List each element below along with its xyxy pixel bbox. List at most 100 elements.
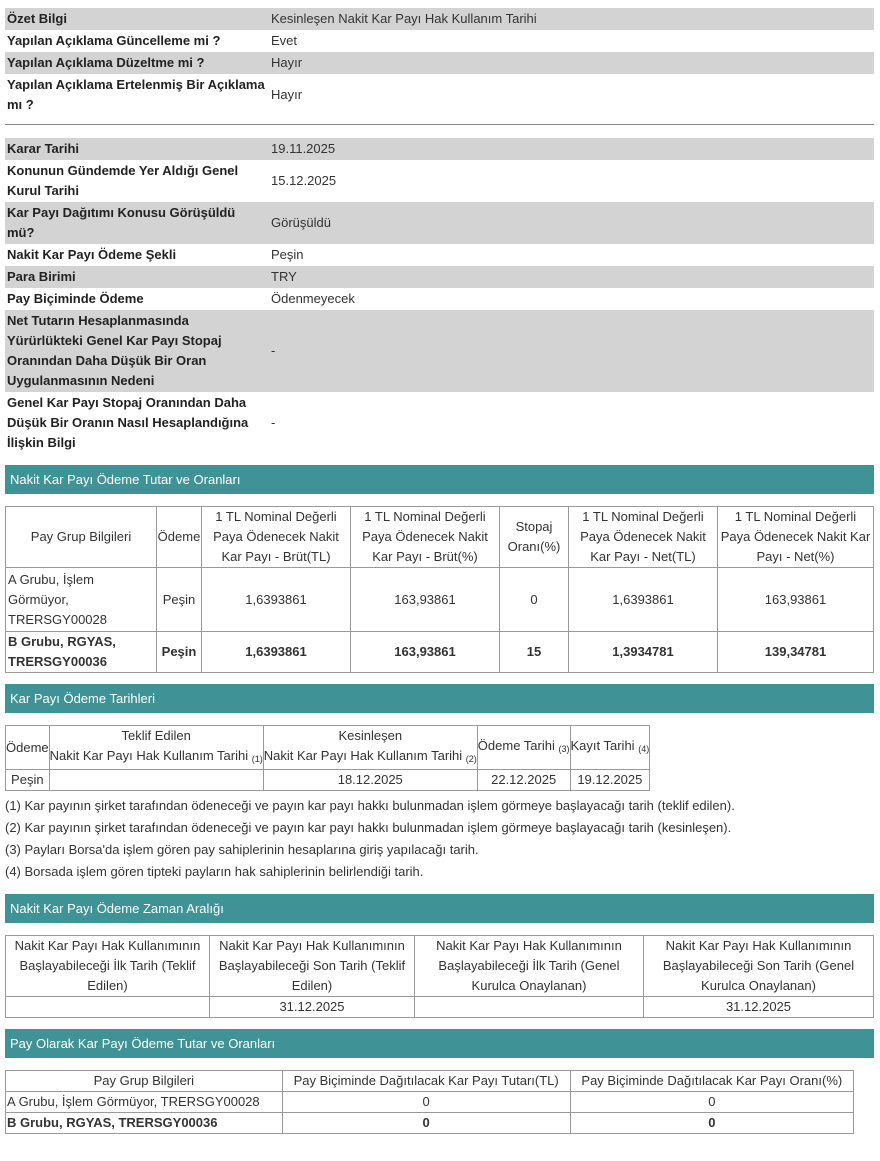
cell: Peşin [156,631,202,673]
table-row: Peşin 18.12.2025 22.12.2025 19.12.2025 [5,769,651,791]
header-cell: Kesinleşen Nakit Kar Payı Hak Kullanım Ta… [262,725,478,770]
summary-row: Yapılan Açıklama Güncelleme mi ? Evet [5,30,874,52]
table-row: B Grubu, RGYAS, TRERSGY00036 0 0 [5,1112,855,1134]
header-cell: Pay Biçiminde Dağıtılacak Kar Payı Tutar… [281,1070,571,1092]
header-cell: Nakit Kar Payı Hak Kullanımının Başlayab… [414,935,644,997]
header-cell: Pay Grup Bilgileri [5,506,157,568]
detail-row: Nakit Kar Payı Ödeme Şekli Peşin [5,244,874,266]
header-line: Kesinleşen [338,728,403,743]
value: Görüşüldü [267,202,874,244]
section-header-cash-dividend: Nakit Kar Payı Ödeme Tutar ve Oranları [5,465,874,494]
cell: 0 [499,567,569,632]
summary-table: Özet Bilgi Kesinleşen Nakit Kar Payı Hak … [5,8,874,116]
footnote: (2) Kar payının şirket tarafından ödenec… [5,820,732,835]
header-cell: Ödeme Tarihi (3) [476,725,571,770]
table-header-row: Pay Grup Bilgileri Pay Biçiminde Dağıtıl… [5,1070,855,1092]
cell: B Grubu, RGYAS, TRERSGY00036 [5,631,157,673]
header-cell: Nakit Kar Payı Hak Kullanımının Başlayab… [643,935,874,997]
value: Kesinleşen Nakit Kar Payı Hak Kullanım T… [267,8,874,30]
label: Karar Tarihi [5,138,267,160]
cell: 1,6393861 [201,631,351,673]
table-row: 31.12.2025 31.12.2025 [5,996,874,1018]
label: Kar Payı Dağıtımı Konusu Görüşüldü mü? [5,202,267,244]
value: 19.11.2025 [267,138,874,160]
header-cell: 1 TL Nominal Değerli Paya Ödenecek Nakit… [717,506,874,568]
footnote: (1) Kar payının şirket tarafından ödenec… [5,798,735,813]
summary-row: Yapılan Açıklama Düzeltme mi ? Hayır [5,52,874,74]
value: Evet [271,33,298,48]
detail-row: Karar Tarihi 19.11.2025 [5,138,874,160]
cell: 18.12.2025 [262,769,478,791]
header-line: Teklif Edilen [121,728,191,743]
table-row: A Grubu, İşlem Görmüyor, TRERSGY00028 0 0 [5,1091,855,1113]
footnote: (4) Borsada işlem gören tipteki payların… [5,864,424,879]
header-cell: Nakit Kar Payı Hak Kullanımının Başlayab… [209,935,415,997]
footnote-ref: (4) [638,744,650,754]
detail-row: Genel Kar Payı Stopaj Oranından Daha Düş… [5,392,874,454]
table-header-row: Pay Grup Bilgileri Ödeme 1 TL Nominal De… [5,506,874,568]
label: Yapılan Açıklama Düzeltme mi ? [5,52,267,74]
label: Yapılan Açıklama Ertelenmiş Bir Açıklama… [7,77,265,112]
cell: 0 [569,1091,855,1113]
value: Ödenmeyecek [271,291,355,306]
label: Pay Biçiminde Ödeme [7,291,144,306]
header-cell: 1 TL Nominal Değerli Paya Ödenecek Nakit… [568,506,718,568]
cell: Peşin [5,769,50,791]
label: Yapılan Açıklama Güncelleme mi ? [7,33,221,48]
cell [414,996,644,1018]
label: Genel Kar Payı Stopaj Oranından Daha Düş… [7,395,249,450]
table-header-row: Ödeme Teklif Edilen Nakit Kar Payı Hak Ku… [5,725,651,770]
value: Hayır [271,87,303,102]
section-header-time-range: Nakit Kar Payı Ödeme Zaman Aralığı [5,894,874,923]
value: Peşin [271,247,304,262]
disclosure-page: Özet Bilgi Kesinleşen Nakit Kar Payı Hak … [5,8,874,1134]
header-cell: Ödeme [156,506,202,568]
label: Nakit Kar Payı Ödeme Şekli [7,247,177,262]
footnotes: (1) Kar payının şirket tarafından ödenec… [5,795,874,883]
section-header-stock-dividend: Pay Olarak Kar Payı Ödeme Tutar ve Oranl… [5,1029,874,1058]
label: Konunun Gündemde Yer Aldığı Genel Kurul … [7,163,239,198]
cash-dividend-table: Pay Grup Bilgileri Ödeme 1 TL Nominal De… [5,506,874,673]
label: Net Tutarın Hesaplanmasında Yürürlükteki… [5,310,267,392]
cell: 163,93861 [717,567,874,632]
header-cell: Ödeme [5,725,50,770]
label: Özet Bilgi [5,8,267,30]
section-header-payment-dates: Kar Payı Ödeme Tarihleri [5,684,874,713]
cell: 19.12.2025 [569,769,651,791]
cell: A Grubu, İşlem Görmüyor, TRERSGY00028 [5,567,157,632]
cell: 1,6393861 [568,567,718,632]
cell: B Grubu, RGYAS, TRERSGY00036 [5,1112,283,1134]
footnote: (3) Payları Borsa'da işlem gören pay sah… [5,842,479,857]
header-line: Ödeme Tarihi [477,738,555,753]
table-header-row: Nakit Kar Payı Hak Kullanımının Başlayab… [5,935,874,997]
header-cell: Stopaj Oranı(%) [499,506,569,568]
detail-row: Konunun Gündemde Yer Aldığı Genel Kurul … [5,160,874,202]
cell: Peşin [156,567,202,632]
footnote-ref: (1) [251,754,263,764]
detail-row: Para Birimi TRY [5,266,874,288]
value: - [271,415,276,430]
label: Para Birimi [5,266,267,288]
cell: 163,93861 [350,631,500,673]
detail-row: Pay Biçiminde Ödeme Ödenmeyecek [5,288,874,310]
cell: 1,6393861 [201,567,351,632]
cell: 163,93861 [350,567,500,632]
cell: 0 [281,1112,571,1134]
cell [48,769,264,791]
details-table: Karar Tarihi 19.11.2025 Konunun Gündemde … [5,138,874,454]
stock-dividend-table: Pay Grup Bilgileri Pay Biçiminde Dağıtıl… [5,1070,855,1134]
detail-row: Net Tutarın Hesaplanmasında Yürürlükteki… [5,310,874,392]
header-line: Kayıt Tarihi [570,738,635,753]
divider [5,124,874,125]
cell: 1,3934781 [568,631,718,673]
table-row: A Grubu, İşlem Görmüyor, TRERSGY00028 Peş… [5,567,874,632]
value: 15.12.2025 [271,173,337,188]
value: - [267,310,874,392]
cell: 15 [499,631,569,673]
cell [5,996,210,1018]
cell: 139,34781 [717,631,874,673]
cell: 31.12.2025 [643,996,874,1018]
header-cell: 1 TL Nominal Değerli Paya Ödenecek Nakit… [201,506,351,568]
header-cell: 1 TL Nominal Değerli Paya Ödenecek Nakit… [350,506,500,568]
time-range-table: Nakit Kar Payı Hak Kullanımının Başlayab… [5,935,874,1018]
